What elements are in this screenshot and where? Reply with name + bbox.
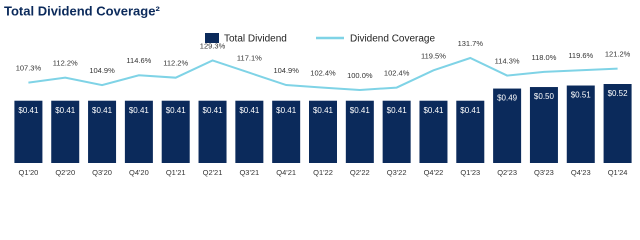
x-tick-label: Q4'23: [571, 168, 591, 177]
point-label: 102.4%: [384, 69, 410, 78]
bar: [161, 100, 190, 163]
bar: [419, 100, 448, 163]
bar: [382, 100, 411, 163]
bar-label: $0.41: [423, 106, 444, 115]
point-label: 117.1%: [237, 54, 262, 63]
bar-label: $0.41: [166, 106, 187, 115]
bar: [456, 100, 485, 163]
bar-label: $0.41: [460, 106, 481, 115]
x-tick-label: Q4'21: [276, 168, 296, 177]
x-tick-label: Q1'21: [166, 168, 186, 177]
point-label: 131.7%: [458, 39, 484, 48]
point-label: 119.6%: [568, 51, 593, 60]
point-label: 114.6%: [126, 56, 151, 65]
x-tick-label: Q2'21: [203, 168, 223, 177]
x-tick-label: Q2'20: [55, 168, 75, 177]
point-label: 118.0%: [531, 53, 556, 62]
bar-label: $0.41: [276, 106, 297, 115]
bar-label: $0.41: [203, 106, 224, 115]
point-label: 102.4%: [310, 69, 336, 78]
bar: [529, 87, 558, 163]
point-label: 114.3%: [495, 57, 520, 66]
bar-label: $0.52: [608, 89, 629, 98]
bar: [493, 88, 522, 163]
bar: [198, 100, 227, 163]
bar: [309, 100, 337, 163]
bar-label: $0.41: [313, 106, 334, 115]
bar: [88, 100, 117, 163]
point-label: 100.0%: [347, 71, 373, 80]
x-tick-label: Q3'20: [92, 168, 112, 177]
bar-label: $0.41: [18, 106, 39, 115]
point-label: 104.9%: [273, 66, 299, 75]
x-tick-label: Q4'22: [424, 168, 444, 177]
legend-label: Dividend Coverage: [350, 34, 435, 45]
legend-label: Total Dividend: [224, 34, 287, 45]
bar: [345, 100, 374, 163]
point-label: 129.3%: [200, 41, 226, 50]
point-label: 107.3%: [16, 64, 42, 73]
bar: [272, 100, 301, 163]
bar-label: $0.41: [129, 106, 150, 115]
bar-label: $0.41: [55, 106, 76, 115]
line: [28, 56, 618, 92]
x-tick-label: Q3'23: [534, 168, 554, 177]
point-label: 104.9%: [89, 66, 115, 75]
bar-label: $0.41: [350, 106, 371, 115]
x-tick-label: Q1'22: [313, 168, 333, 177]
x-tick-label: Q4'20: [129, 168, 149, 177]
bar: [603, 84, 632, 163]
x-tick-label: Q3'21: [239, 168, 259, 177]
chart: Total Dividend Coverage² Total Dividend D…: [4, 3, 632, 177]
x-tick-label: Q1'24: [608, 168, 628, 177]
point-label: 121.2%: [605, 50, 631, 59]
x-tick-label: Q2'23: [497, 168, 517, 177]
x-tick-label: Q1'23: [460, 168, 480, 177]
bar: [14, 100, 43, 163]
point-label: 112.2%: [163, 59, 188, 68]
bar-label: $0.50: [534, 92, 555, 101]
bar: [124, 100, 153, 163]
x-tick-label: Q3'22: [387, 168, 407, 177]
point-label: 119.5%: [421, 51, 446, 60]
chart-title: Total Dividend Coverage²: [4, 3, 160, 18]
bar-label: $0.41: [387, 106, 408, 115]
x-tick-label: Q2'22: [350, 168, 370, 177]
bar-label: $0.41: [239, 106, 260, 115]
bar: [235, 100, 264, 163]
point-label: 112.2%: [53, 59, 78, 68]
legend-swatch: [205, 33, 219, 43]
bar-label: $0.49: [497, 94, 518, 103]
x-tick-label: Q1'20: [19, 168, 39, 177]
bar-label: $0.51: [571, 91, 592, 100]
bar-label: $0.41: [92, 106, 113, 115]
bar: [566, 85, 595, 163]
bar: [51, 100, 80, 163]
